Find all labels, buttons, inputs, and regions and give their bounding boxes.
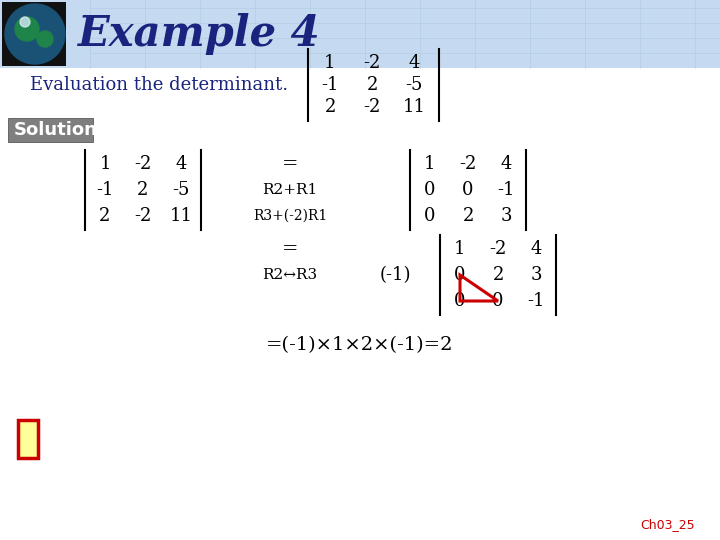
Text: 4: 4 (175, 155, 186, 173)
Text: =: = (282, 155, 298, 173)
Text: 0: 0 (424, 207, 436, 225)
Text: Example 4: Example 4 (78, 13, 320, 55)
Text: -1: -1 (321, 76, 338, 94)
Text: -5: -5 (405, 76, 423, 94)
Text: 4: 4 (500, 155, 512, 173)
Text: 3: 3 (500, 207, 512, 225)
Text: 0: 0 (454, 292, 466, 310)
Text: =: = (282, 240, 298, 258)
Circle shape (37, 31, 53, 47)
Text: R3+(-2)R1: R3+(-2)R1 (253, 209, 327, 223)
Text: 2: 2 (462, 207, 474, 225)
Bar (8, 118, 93, 142)
Text: 1: 1 (99, 155, 111, 173)
Text: 2: 2 (99, 207, 111, 225)
Text: 1: 1 (424, 155, 436, 173)
Text: 4: 4 (531, 240, 541, 258)
Text: -2: -2 (364, 54, 381, 72)
Text: R2+R1: R2+R1 (262, 183, 318, 197)
Text: Ch03_25: Ch03_25 (640, 518, 695, 531)
Text: 3: 3 (530, 266, 541, 284)
Circle shape (5, 4, 65, 64)
Text: 1: 1 (454, 240, 466, 258)
Text: -2: -2 (364, 98, 381, 116)
Bar (18, 420, 38, 458)
Text: 2: 2 (366, 76, 378, 94)
Text: Evaluation the determinant.: Evaluation the determinant. (30, 76, 288, 94)
Text: -2: -2 (490, 240, 507, 258)
Text: 1: 1 (324, 54, 336, 72)
Bar (0, 0, 720, 68)
Bar (2, 2, 66, 66)
Text: 0: 0 (492, 292, 504, 310)
Bar (18, 420, 38, 458)
Text: 0: 0 (454, 266, 466, 284)
Text: 11: 11 (169, 207, 192, 225)
Circle shape (15, 17, 39, 41)
Circle shape (20, 17, 30, 27)
Text: -2: -2 (135, 207, 152, 225)
Text: 2: 2 (324, 98, 336, 116)
Text: 0: 0 (424, 181, 436, 199)
Text: -1: -1 (96, 181, 114, 199)
Text: R2↔R3: R2↔R3 (262, 268, 318, 282)
Text: -1: -1 (498, 181, 515, 199)
Text: Solution: Solution (14, 121, 98, 139)
Text: 0: 0 (462, 181, 474, 199)
Text: 2: 2 (138, 181, 149, 199)
Text: -5: -5 (172, 181, 189, 199)
Text: (-1): (-1) (379, 266, 410, 284)
Text: 2: 2 (492, 266, 504, 284)
Text: 11: 11 (402, 98, 426, 116)
Text: 4: 4 (408, 54, 420, 72)
Text: =(-1)×1×2×(-1)=2: =(-1)×1×2×(-1)=2 (266, 336, 454, 354)
Text: -1: -1 (527, 292, 545, 310)
Text: -2: -2 (135, 155, 152, 173)
Text: -2: -2 (459, 155, 477, 173)
